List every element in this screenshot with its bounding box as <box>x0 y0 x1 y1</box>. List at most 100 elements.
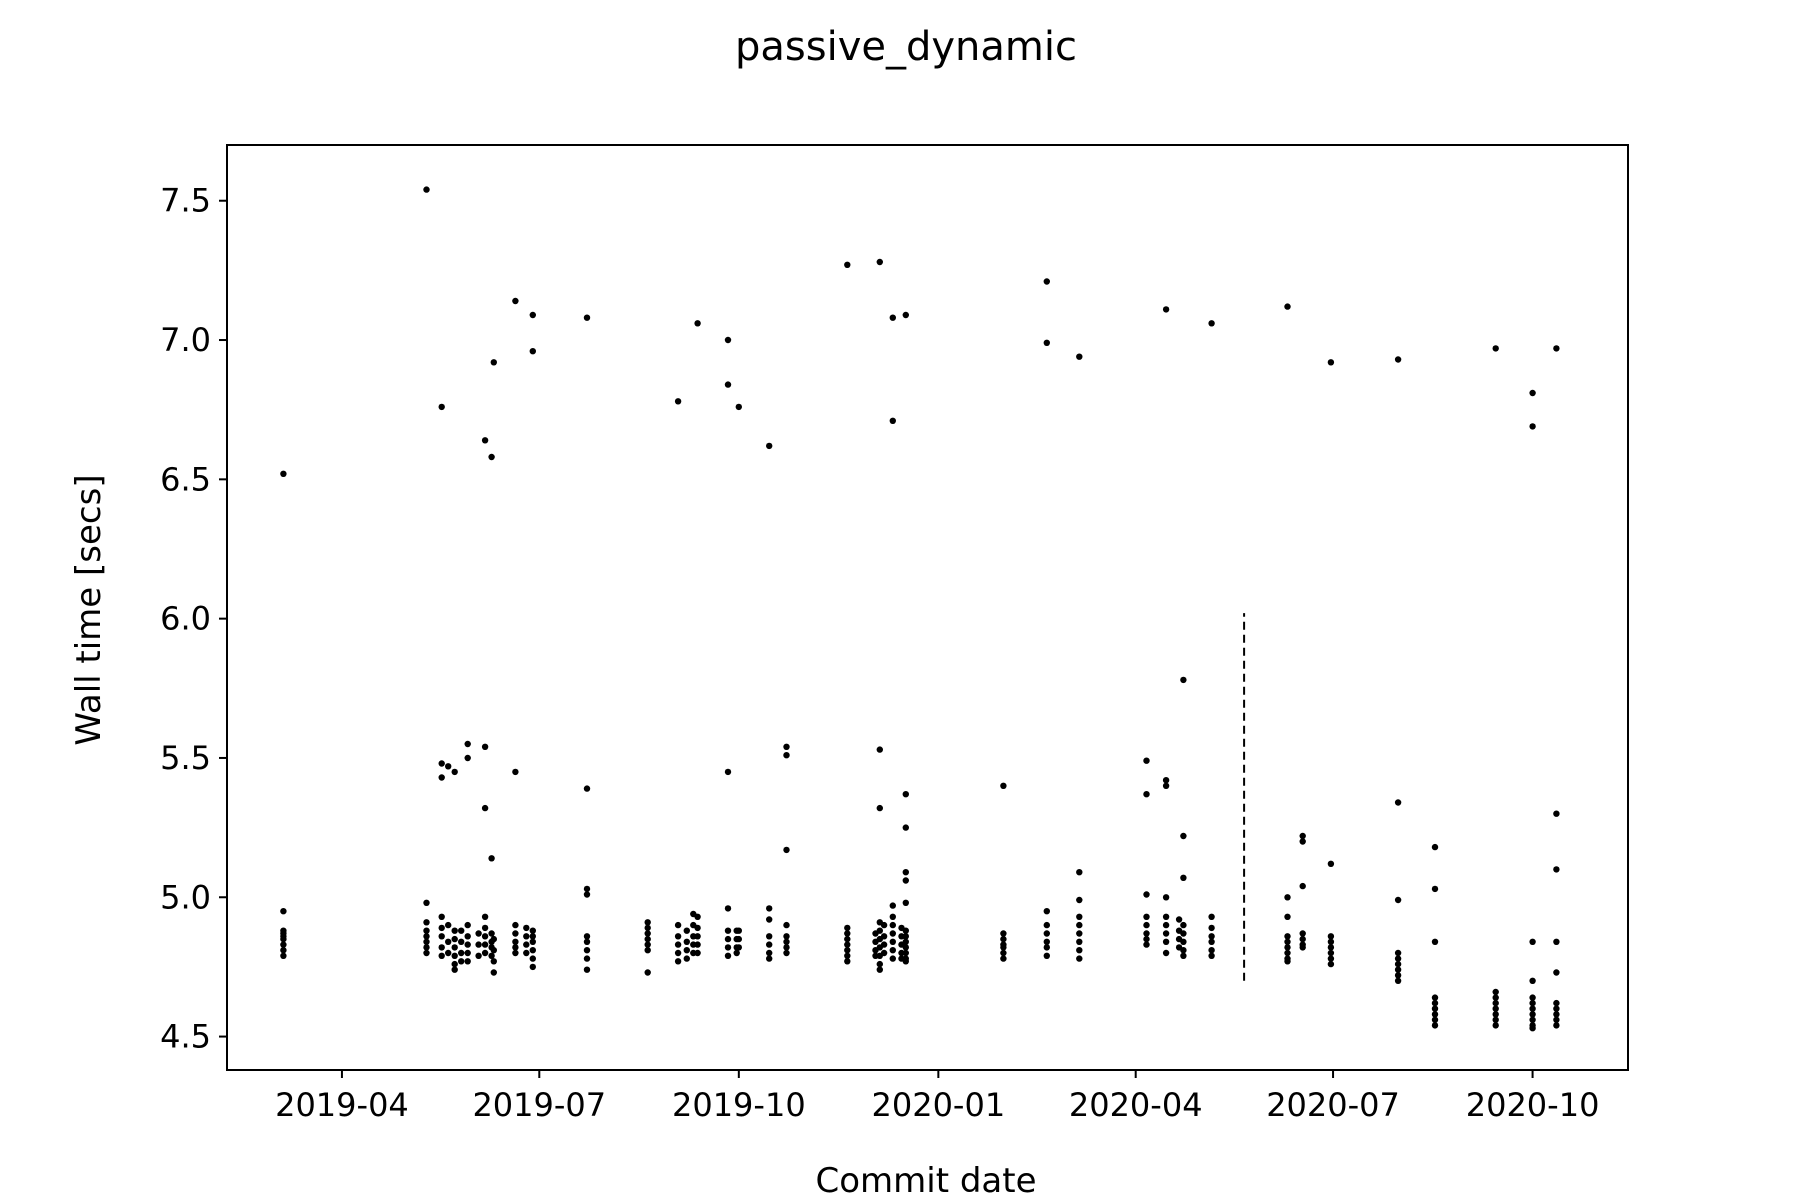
data-point <box>280 947 287 954</box>
data-point <box>1394 977 1402 984</box>
data-point <box>889 947 896 954</box>
data-point <box>1208 320 1215 327</box>
y-tick-label: 6.5 <box>160 460 211 498</box>
data-point <box>445 763 452 770</box>
data-point <box>766 933 773 940</box>
data-point <box>280 941 287 948</box>
data-point <box>1553 969 1560 976</box>
data-point <box>674 949 682 957</box>
data-point <box>583 938 591 945</box>
data-point <box>902 791 909 798</box>
data-point <box>1299 832 1306 840</box>
data-point <box>1529 999 1536 1007</box>
data-point <box>880 949 888 957</box>
data-point <box>735 927 742 934</box>
data-point <box>694 320 701 327</box>
data-point <box>724 927 732 934</box>
data-point <box>644 935 651 943</box>
data-point <box>451 768 458 776</box>
data-point <box>1553 1022 1560 1029</box>
data-point <box>724 768 732 776</box>
data-point <box>1180 676 1187 684</box>
y-tick-label: 4.5 <box>160 1018 211 1056</box>
data-point <box>464 958 471 965</box>
x-axis: 2019-04 2019-07 2019-10 2020-01 2020-04 2020-… <box>275 1070 1599 1124</box>
data-point <box>1529 423 1536 430</box>
data-point <box>458 958 465 965</box>
data-point <box>766 442 773 450</box>
data-point <box>1394 966 1402 973</box>
data-point <box>783 846 790 854</box>
data-point <box>423 899 430 906</box>
data-point <box>735 935 742 943</box>
x-tick-label: 2019-10 <box>672 1086 806 1124</box>
data-point <box>458 949 465 957</box>
data-point <box>1043 908 1051 915</box>
data-point <box>766 949 773 957</box>
data-point <box>423 927 430 934</box>
data-point <box>1553 866 1560 873</box>
plot-area <box>226 144 1629 1071</box>
data-point <box>1284 933 1291 940</box>
y-tick-label: 6.0 <box>160 600 211 638</box>
data-point <box>880 941 888 948</box>
data-point <box>481 913 489 920</box>
x-tick-label: 2020-07 <box>1266 1086 1400 1124</box>
data-point <box>445 938 452 945</box>
x-tick-label: 2019-04 <box>275 1086 409 1124</box>
data-point <box>529 938 536 945</box>
data-point <box>488 952 495 959</box>
data-point <box>438 913 445 920</box>
data-point <box>694 913 701 920</box>
data-point <box>766 941 773 948</box>
data-point <box>876 746 883 753</box>
data-point <box>1000 955 1007 962</box>
data-point <box>481 949 489 957</box>
data-point <box>1143 935 1150 943</box>
data-point <box>512 297 519 305</box>
data-point <box>1076 869 1083 876</box>
data-point <box>876 927 883 934</box>
x-tick-label: 2020-10 <box>1466 1086 1600 1124</box>
data-point <box>280 908 287 915</box>
data-point <box>876 960 883 968</box>
data-point <box>902 949 909 957</box>
data-point <box>1143 757 1150 764</box>
y-tick-label: 5.0 <box>160 878 211 916</box>
data-point <box>529 963 536 971</box>
data-point <box>464 754 471 762</box>
data-point <box>1394 960 1402 968</box>
data-point <box>844 941 851 948</box>
data-point <box>902 311 909 319</box>
data-point <box>1143 930 1150 937</box>
data-point <box>464 740 471 748</box>
data-point <box>1529 938 1536 945</box>
data-point <box>458 938 465 945</box>
data-point <box>1327 960 1335 968</box>
data-point <box>880 921 888 929</box>
data-point <box>844 935 851 943</box>
data-point <box>1284 894 1291 901</box>
data-point <box>694 933 701 940</box>
data-point <box>1180 930 1187 937</box>
data-point <box>724 935 732 943</box>
x-tick-label: 2019-07 <box>472 1086 606 1124</box>
data-point <box>481 743 489 750</box>
data-point <box>1162 938 1170 945</box>
x-axis-title: Commit date <box>815 1161 1036 1200</box>
data-point <box>1553 1011 1560 1018</box>
data-point <box>1180 874 1187 881</box>
data-point <box>674 958 682 965</box>
data-point <box>490 969 497 976</box>
data-point <box>1327 359 1335 366</box>
data-point <box>1162 921 1170 929</box>
data-point <box>451 927 458 934</box>
data-point <box>451 935 458 943</box>
data-point <box>783 933 790 940</box>
data-point <box>683 938 690 945</box>
data-point <box>1492 1016 1499 1023</box>
data-point <box>733 949 740 957</box>
data-point <box>844 930 851 937</box>
data-point <box>512 930 519 937</box>
data-point <box>1492 1022 1499 1029</box>
